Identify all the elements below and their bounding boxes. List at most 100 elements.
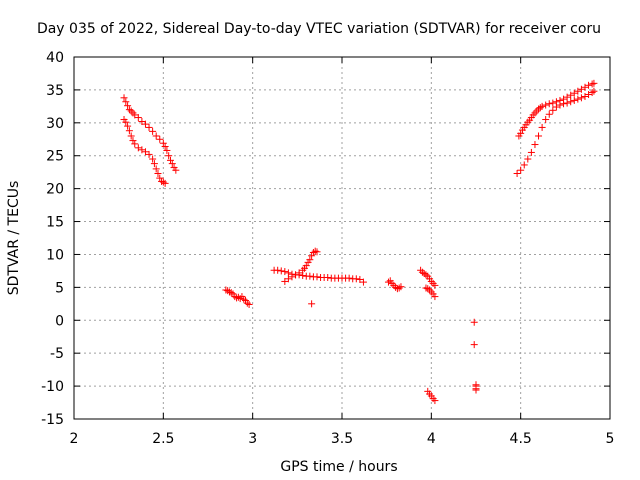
chart-title: Day 035 of 2022, Sidereal Day-to-day VTE… [37,21,601,37]
data-point [158,177,166,185]
data-point [274,266,282,274]
data-point [127,132,135,140]
data-point [309,248,317,256]
data-point [124,122,132,130]
data-point [141,120,149,128]
data-point [431,293,439,301]
data-point [138,146,146,154]
data-point [590,87,598,95]
data-point [542,101,550,109]
data-point [588,89,596,97]
y-tick-label: 15 [46,215,64,231]
data-point [134,144,142,152]
data-point [308,300,316,308]
data-point [131,140,139,148]
data-point [517,166,525,174]
data-point [161,143,169,151]
data-point [420,270,428,278]
data-point [470,318,478,326]
data-point [552,103,560,111]
data-point [531,141,539,149]
data-point [222,286,230,294]
data-point [311,247,319,255]
data-point [159,139,167,147]
y-tick-label: 30 [46,116,64,132]
data-point [129,137,137,145]
data-point [590,79,598,87]
data-point [168,160,176,168]
y-tick-label: -10 [41,379,64,395]
grid-lines [74,57,610,419]
data-point [281,277,289,285]
data-point [536,104,544,112]
data-point [224,287,232,295]
data-point [538,102,546,110]
data-point [517,129,525,137]
data-point [563,93,571,101]
data-point [570,96,578,104]
x-tick-label: 4 [427,431,436,447]
data-point [397,283,405,291]
data-point [163,146,171,154]
data-point [131,111,139,119]
x-tick-label: 4.5 [510,431,532,447]
data-point [292,271,300,279]
data-point [245,300,253,308]
data-point [393,285,401,293]
data-point [277,267,285,275]
data-point [233,294,241,302]
data-point [563,99,571,107]
data-point [567,91,575,99]
data-point [125,127,133,135]
tick-labels: 2 2.5 3 3.5 4 4.5 5 -15 -10 -5 0 5 10 15 20 25 30 35 40 [41,50,614,447]
data-point [472,386,480,394]
data-point [152,165,160,173]
data-point [149,127,157,135]
data-point [231,293,239,301]
x-tick-label: 2.5 [152,431,174,447]
data-points [120,79,598,405]
data-point [513,169,521,177]
data-point [284,275,292,283]
y-tick-label: 20 [46,182,64,198]
data-point [234,293,242,301]
data-point [306,256,314,264]
data-point [470,341,478,349]
data-point [356,275,364,283]
data-point [577,85,585,93]
data-point [156,135,164,143]
x-axis-label: GPS time / hours [280,459,397,475]
data-point [156,174,164,182]
data-point [288,273,296,281]
data-point [570,89,578,97]
data-point [306,272,314,280]
data-point [152,132,160,140]
y-tick-label: 40 [46,50,64,66]
data-point [134,114,142,122]
data-point [560,100,568,108]
data-point [588,80,596,88]
data-point [574,87,582,95]
data-point [431,397,439,405]
data-point [545,110,553,118]
data-point [431,281,439,289]
data-point [227,289,235,297]
data-point [577,94,585,102]
y-tick-label: 25 [46,149,64,165]
data-point [313,273,321,281]
data-point [150,160,158,168]
data-point [581,92,589,100]
data-point [324,273,332,281]
data-point [308,252,316,260]
data-point [302,262,310,270]
data-point [124,102,132,110]
data-point [422,284,430,292]
data-point [120,94,128,102]
data-point [581,83,589,91]
data-point [585,91,593,99]
data-point [281,268,289,276]
data-point [141,148,149,156]
data-point [556,101,564,109]
data-point [384,278,392,286]
data-point [538,123,546,131]
